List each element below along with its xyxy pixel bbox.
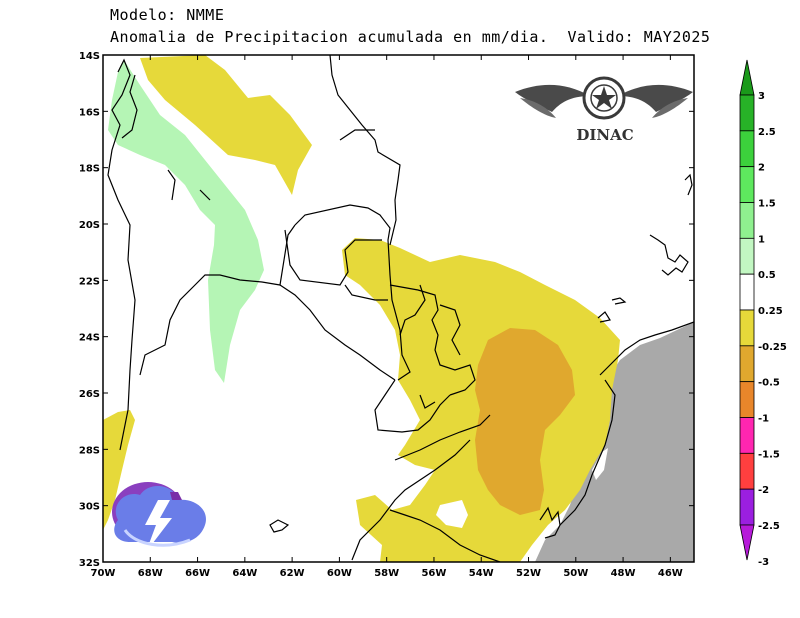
lon-tick-label: 52W	[516, 568, 541, 579]
neutral-anomaly-hole	[592, 448, 608, 480]
lon-tick-label: 62W	[280, 568, 305, 579]
map-area	[103, 55, 694, 562]
lat-tick-label: 14S	[79, 51, 100, 62]
logo-text: DINAC	[576, 126, 633, 144]
chart-title-model: Modelo: NMME	[110, 6, 225, 24]
lat-tick-label: 32S	[79, 558, 100, 569]
strong-negative-anomaly-region	[475, 328, 575, 515]
colorbar-segment	[739, 130, 755, 168]
map-frame	[102, 54, 695, 563]
colorbar-segment	[739, 202, 755, 239]
chart-title-description: Anomalia de Precipitacion acumulada en m…	[110, 28, 711, 46]
lon-tick-label: 50W	[563, 568, 588, 579]
colorbar-label: 1.5	[758, 199, 776, 210]
colorbar-segment	[739, 488, 755, 526]
lon-tick-label: 66W	[185, 568, 210, 579]
colorbar-segment	[739, 417, 755, 454]
colorbar-label: 0.5	[758, 270, 776, 281]
colorbar-label: 0.25	[758, 306, 783, 317]
lon-tick-label: 58W	[374, 568, 399, 579]
colorbar-label: -0.25	[758, 342, 787, 353]
dinac-logo: DINAC	[515, 76, 693, 144]
lon-tick-label: 64W	[232, 568, 257, 579]
colorbar-segment	[739, 237, 755, 275]
colorbar-label: -0.5	[758, 378, 780, 389]
negative-anomaly-region-north	[140, 55, 312, 195]
political-borders	[107, 55, 694, 562]
lon-tick-label: 60W	[327, 568, 352, 579]
lat-tick-label: 22S	[79, 276, 100, 287]
colorbar-segment	[739, 166, 755, 203]
ocean-region	[535, 322, 694, 562]
colorbar-label: -2.5	[758, 521, 780, 532]
colorbar-top-arrow	[739, 59, 755, 96]
lat-tick-label: 20S	[79, 220, 100, 231]
colorbar-label: 3	[758, 91, 765, 102]
weather-logo	[112, 482, 206, 552]
negative-anomaly-region-west	[103, 410, 135, 530]
lat-tick-label: 26S	[79, 389, 100, 400]
colorbar-segment	[739, 452, 755, 490]
lon-tick-label: 48W	[611, 568, 636, 579]
lat-tick-label: 18S	[79, 164, 100, 175]
colorbar-label: 1	[758, 234, 765, 245]
colorbar-legend: 3 2.5 2 1.5 1 0.5 0.25 -0.25 -0.5 -1 -1.5 -2 -2.5 -3	[739, 59, 787, 568]
colorbar-segment	[739, 345, 755, 383]
lon-tick-label: 70W	[91, 568, 116, 579]
colorbar-label: -1	[758, 414, 769, 425]
lon-tick-label: 56W	[421, 568, 446, 579]
longitude-axis: 70W 68W 66W 64W 62W 60W 58W 56W 54W 52W 50W 48W 46W	[91, 55, 683, 579]
colorbar-label: -2	[758, 485, 769, 496]
colorbar-segment	[739, 381, 755, 418]
colorbar-label: 2	[758, 163, 765, 174]
lon-tick-label: 46W	[658, 568, 683, 579]
lat-tick-label: 28S	[79, 445, 100, 456]
colorbar-label: 2.5	[758, 127, 776, 138]
colorbar-segment	[739, 273, 755, 311]
lat-tick-label: 24S	[79, 333, 100, 344]
colorbar-segment	[739, 309, 755, 347]
lat-tick-label: 30S	[79, 502, 100, 513]
colorbar-label: -1.5	[758, 449, 780, 460]
lon-tick-label: 54W	[469, 568, 494, 579]
colorbar-bottom-arrow	[739, 524, 755, 561]
lat-tick-label: 16S	[79, 107, 100, 118]
neutral-anomaly-hole	[436, 500, 468, 528]
colorbar-label: -3	[758, 557, 769, 568]
colorbar-segment	[739, 94, 755, 132]
latitude-axis: 14S 16S 18S 20S 22S 24S 26S 28S 30S 32S	[79, 51, 694, 569]
lon-tick-label: 68W	[138, 568, 163, 579]
positive-anomaly-region	[108, 60, 264, 383]
